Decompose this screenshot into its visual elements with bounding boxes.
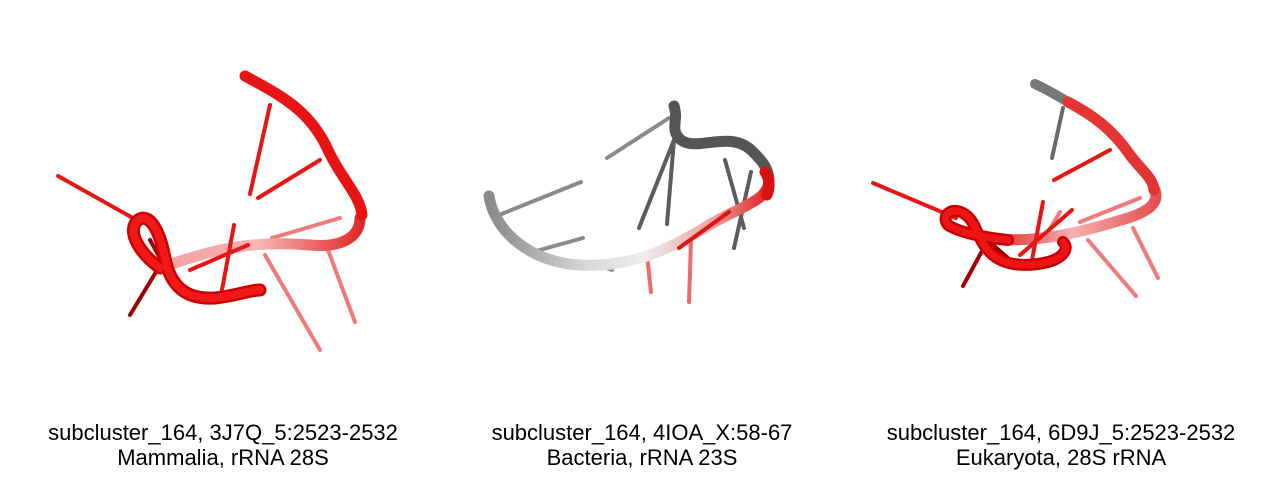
caption-line1: subcluster_164, 3J7Q_5:2523-2532: [48, 420, 398, 445]
structure-panel-3: subcluster_164, 6D9J_5:2523-2532 Eukaryo…: [848, 0, 1274, 480]
caption-line2: Eukaryota, 28S rRNA: [955, 445, 1167, 470]
caption-line1: subcluster_164, 6D9J_5:2523-2532: [886, 420, 1236, 445]
rna-structure-image-1: [56, 70, 368, 352]
caption-line1: subcluster_164, 4IOA_X:58-67: [491, 420, 793, 445]
rna-structure-image-3: [871, 79, 1162, 298]
structure-panel-1: subcluster_164, 3J7Q_5:2523-2532 Mammali…: [10, 0, 436, 480]
caption-line2: Mammalia, rRNA 28S: [117, 445, 329, 470]
structure-panel-2: subcluster_164, 4IOA_X:58-67 Bacteria, r…: [429, 0, 855, 480]
caption-3: subcluster_164, 6D9J_5:2523-2532 Eukaryo…: [848, 420, 1274, 470]
caption-2: subcluster_164, 4IOA_X:58-67 Bacteria, r…: [429, 420, 855, 470]
rna-structure-image-2: [483, 100, 775, 304]
caption-line2: Bacteria, rRNA 23S: [546, 445, 738, 470]
caption-1: subcluster_164, 3J7Q_5:2523-2532 Mammali…: [10, 420, 436, 470]
